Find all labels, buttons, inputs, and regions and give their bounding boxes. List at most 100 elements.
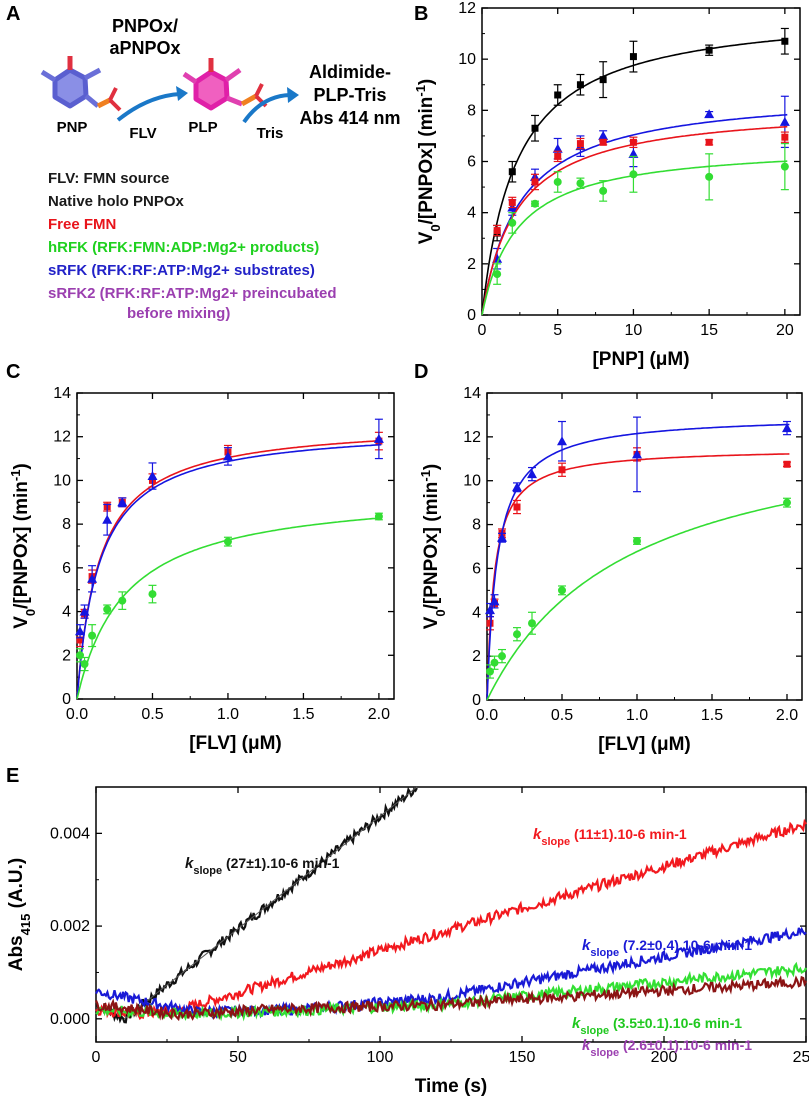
chart-b-point xyxy=(493,270,502,279)
enzyme-label-line1: PNPOx/ xyxy=(112,16,178,36)
chart-b-point xyxy=(598,130,609,140)
chart-b-series-3 xyxy=(481,142,789,316)
chart-e-trace xyxy=(94,975,807,1022)
chart-e-series-2: kslope (7.2±0.4).10-6 min-1 xyxy=(95,926,807,1020)
panel-b-label: B xyxy=(414,3,428,25)
chart-d-point xyxy=(558,586,566,595)
chart-b-fit-line xyxy=(481,113,788,316)
chart-c-point xyxy=(103,605,112,614)
chart-c-series-0 xyxy=(76,431,383,700)
legend-srfk: sRFK (RFK:RF:ATP:Mg2+ substrates) xyxy=(48,262,315,279)
chart-d-point xyxy=(513,503,521,511)
chart-e-series-1: kslope (11±1).10-6 min-1 xyxy=(95,818,807,1021)
chart-b-point xyxy=(705,172,714,181)
chart-d-xtick-label: 1.5 xyxy=(701,707,723,724)
pnp-molecule-icon xyxy=(40,56,122,112)
chart-b-point xyxy=(531,124,539,132)
chart-b-point xyxy=(780,162,789,171)
chart-b-point xyxy=(781,37,789,45)
chart-c-fit-line xyxy=(76,439,382,700)
arrow-2-head xyxy=(287,87,299,103)
enzyme-label-line2: aPNPOx xyxy=(109,38,180,58)
chart-b-point xyxy=(629,53,637,61)
chart-c-xtick-label: 1.0 xyxy=(217,706,239,723)
chart-b-point xyxy=(508,198,516,206)
arrow-1 xyxy=(116,92,181,122)
chart-b-point xyxy=(493,227,501,235)
chart-d-point xyxy=(632,449,642,459)
chart-b-point xyxy=(629,170,638,179)
chart-e-xtick-label: 50 xyxy=(229,1049,247,1066)
chart-d-point xyxy=(498,652,506,661)
chart-e-xlabel: Time (s) xyxy=(415,1076,488,1097)
chart-e-trace xyxy=(95,818,807,1021)
chart-e: 0 50 100 150 200 250 0.000 0.002 0.004 Time (s) Ab… xyxy=(6,786,809,1097)
chart-b-fit-line xyxy=(481,38,788,316)
chart-d-point xyxy=(513,630,521,639)
chart-c-ytick-label: 4 xyxy=(62,604,71,621)
chart-c-point xyxy=(75,626,86,636)
chart-c-ytick-label: 12 xyxy=(53,429,71,446)
chart-c-point xyxy=(76,636,84,644)
legend-free-fmn: Free FMN xyxy=(48,216,116,233)
chart-c-fit-line xyxy=(76,443,382,700)
chart-b-xtick-label: 0 xyxy=(478,322,487,339)
chart-d-point xyxy=(783,498,791,507)
chart-c-ytick-label: 14 xyxy=(53,385,71,402)
chart-b-series-2 xyxy=(481,125,789,316)
chart-d-point xyxy=(528,619,536,628)
flv-label: FLV xyxy=(129,125,156,142)
tris-label: Tris xyxy=(257,125,284,142)
chart-c-point xyxy=(80,660,89,669)
chart-c-ytick-label: 0 xyxy=(62,691,71,708)
chart-d-ytick-label: 8 xyxy=(472,517,481,534)
chart-e-xtick-label: 150 xyxy=(509,1049,536,1066)
chart-b-point xyxy=(629,138,637,146)
chart-b-series-1 xyxy=(481,95,790,316)
chart-e-xtick-label: 100 xyxy=(367,1049,394,1066)
chart-e-slope-label: kslope (27±1).10-6 min-1 xyxy=(185,855,340,877)
chart-c-ytick-label: 6 xyxy=(62,560,71,577)
chart-d-point xyxy=(486,667,494,676)
chart-d-point xyxy=(527,469,537,479)
chart-d-series-1 xyxy=(485,416,792,701)
chart-c-series-1 xyxy=(75,418,384,700)
chart-e-trace xyxy=(96,786,418,1024)
plp-label: PLP xyxy=(188,119,217,136)
chart-e-slope-label: kslope (3.5±0.1).10-6 min-1 xyxy=(572,1015,742,1037)
chart-b-point xyxy=(779,116,790,126)
chart-e-slope-label: kslope (7.2±0.4).10-6 min-1 xyxy=(582,937,752,959)
chart-d-fit-line xyxy=(486,423,790,701)
legend-native: Native holo PNPOx xyxy=(48,193,185,210)
chart-d-point xyxy=(633,537,641,546)
chart-c-ylabel: V0/[PNPOx] (min-1) xyxy=(8,463,38,629)
product-line3: Abs 414 nm xyxy=(299,108,400,128)
legend-title: FLV: FMN source xyxy=(48,170,169,187)
pnp-label: PNP xyxy=(57,119,88,136)
chart-d-ytick-label: 14 xyxy=(463,385,481,402)
chart-d-fit-line xyxy=(486,502,790,701)
panel-c-label: C xyxy=(6,361,20,383)
chart-b-point xyxy=(599,76,607,84)
chart-c: 0.0 0.5 1.0 1.5 2.0 0 2 4 6 8 10 12 14 [FLV] (μM) V0/[… xyxy=(8,385,395,754)
panel-a: A PNPOx/ aPNPOx PNP FLV xyxy=(6,3,401,322)
arrow-1-head xyxy=(176,86,188,101)
chart-b-point xyxy=(576,81,584,89)
chart-e-xtick-label: 250 xyxy=(793,1049,809,1066)
chart-d-series-2 xyxy=(486,497,791,701)
chart-d-ytick-label: 10 xyxy=(463,473,481,490)
chart-c-ytick-label: 2 xyxy=(62,647,71,664)
chart-d-point xyxy=(489,596,500,606)
chart-b-point xyxy=(599,138,607,146)
chart-c-point xyxy=(373,433,384,443)
chart-d-point xyxy=(490,658,499,667)
chart-c-ytick-label: 8 xyxy=(62,516,71,533)
chart-d-ytick-label: 6 xyxy=(472,560,481,577)
chart-d-ytick-label: 12 xyxy=(463,429,481,446)
chart-d-xtick-label: 0.0 xyxy=(476,707,498,724)
chart-d-point xyxy=(782,423,792,433)
chart-b-point xyxy=(554,152,562,160)
chart-b-point xyxy=(554,91,562,99)
chart-d-point xyxy=(486,619,494,627)
